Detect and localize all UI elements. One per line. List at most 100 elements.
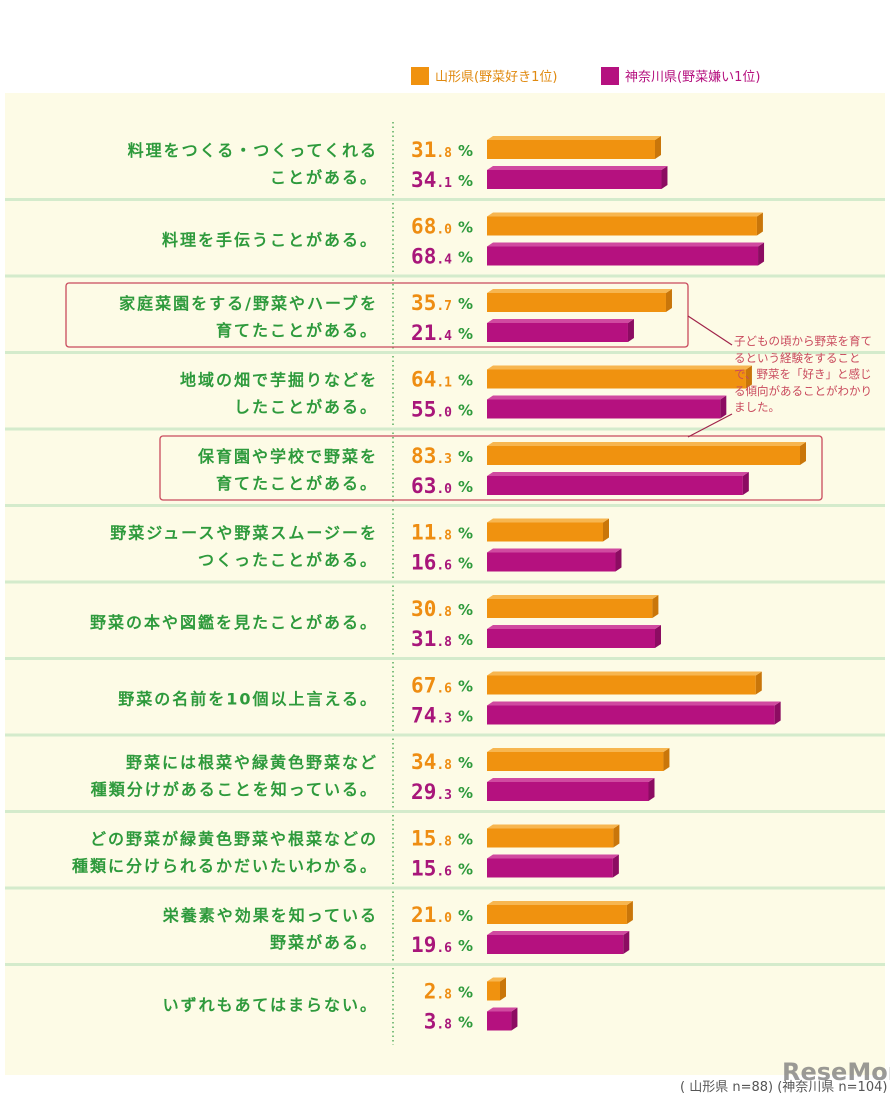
data-label: 83.3 <box>411 444 452 468</box>
bar-top <box>487 395 727 400</box>
bar-top <box>487 625 661 629</box>
bar-side <box>615 548 622 572</box>
bar-side <box>663 748 670 771</box>
category-label: 種類分けがあることを知っている。 <box>91 780 378 799</box>
bar-kanagawa <box>487 242 765 266</box>
bar-yamagata <box>487 289 672 312</box>
category-label: 保育園や学校で野菜を <box>197 447 378 466</box>
bar-front <box>487 828 614 848</box>
percent-sign: % <box>458 631 473 649</box>
bar-front <box>487 752 664 771</box>
bar-front <box>487 246 759 266</box>
bar-front <box>487 935 624 954</box>
bar-yamagata <box>487 901 633 924</box>
category-label: 料理をつくる・つくってくれる <box>128 141 378 160</box>
percent-sign: % <box>458 754 473 772</box>
category-label: ことがある。 <box>270 168 378 187</box>
sample-size-footer: ( 山形県 n=88) (神奈川県 n=104) <box>680 1080 888 1095</box>
percent-sign: % <box>458 678 473 696</box>
bar-side <box>655 136 661 159</box>
category-label: 地域の畑で芋掘りなどを <box>180 371 378 390</box>
bar-front <box>487 522 603 542</box>
bar-kanagawa <box>487 319 634 342</box>
percent-sign: % <box>458 984 473 1002</box>
bar-top <box>487 442 806 446</box>
bar-front <box>487 858 613 878</box>
bar-front <box>487 293 666 312</box>
legend-item-yamagata: 山形県(野菜好き1位) <box>411 66 557 85</box>
percent-sign: % <box>458 937 473 955</box>
bar-front <box>487 140 655 159</box>
bar-top <box>487 901 633 905</box>
data-label: 30.8 <box>411 597 452 621</box>
category-label: つくったことがある。 <box>198 551 378 570</box>
bar-top <box>487 977 506 982</box>
bar-kanagawa <box>487 701 781 725</box>
category-label: どの野菜が緑黄色野菜や根菜などの <box>90 830 378 849</box>
bar-side <box>720 395 727 419</box>
bar-side <box>755 671 762 695</box>
bar-side <box>655 625 661 648</box>
data-label: 67.6 <box>411 674 452 698</box>
percent-sign: % <box>458 142 473 160</box>
bar-kanagawa <box>487 395 727 419</box>
bar-top <box>487 1007 518 1012</box>
bar-front <box>487 476 743 495</box>
bar-top <box>487 824 620 829</box>
bar-side <box>652 595 659 618</box>
legend-swatch-magenta <box>601 66 619 85</box>
data-label: 11.8 <box>411 521 452 545</box>
percent-sign: % <box>458 861 473 879</box>
data-label: 31.8 <box>411 627 452 651</box>
watermark-logo: ReseMom <box>782 1058 890 1086</box>
bar-side <box>745 365 752 389</box>
legend-label: 神奈川県(野菜嫌い1位) <box>625 70 761 85</box>
legend-swatch-orange <box>411 66 429 85</box>
category-label: 野菜ジュースや野菜スムージーを <box>110 524 378 543</box>
bar-top <box>487 319 634 323</box>
category-label: したことがある。 <box>234 398 378 417</box>
percent-sign: % <box>458 448 473 466</box>
category-label: 野菜の本や図鑑を見たことがある。 <box>90 613 378 632</box>
legend-label: 山形県(野菜好き1位) <box>435 70 558 85</box>
percent-sign: % <box>458 478 473 496</box>
category-label: 野菜がある。 <box>270 933 378 952</box>
bar-front <box>487 981 500 1001</box>
bar-yamagata <box>487 365 752 389</box>
bar-front <box>487 369 746 389</box>
bar-kanagawa <box>487 931 630 954</box>
bar-side <box>742 472 749 495</box>
bar-front <box>487 905 627 924</box>
bar-side <box>623 931 630 954</box>
bar-front <box>487 599 653 618</box>
percent-sign: % <box>458 601 473 619</box>
data-label: 29.3 <box>411 780 452 804</box>
bar-front <box>487 782 649 801</box>
bar-top <box>487 518 609 523</box>
bar-side <box>800 442 806 465</box>
bar-side <box>661 166 668 189</box>
bar-side <box>511 1007 518 1031</box>
data-label: 21.4 <box>411 321 452 345</box>
percent-sign: % <box>458 325 473 343</box>
percent-sign: % <box>458 219 473 237</box>
legend-item-kanagawa: 神奈川県(野菜嫌い1位) <box>601 66 760 85</box>
bar-front <box>487 552 616 572</box>
percent-sign: % <box>458 831 473 849</box>
percent-sign: % <box>458 784 473 802</box>
data-label: 15.6 <box>411 857 452 881</box>
bar-yamagata <box>487 824 620 848</box>
bar-kanagawa <box>487 472 749 495</box>
bar-side <box>613 824 620 848</box>
bar-yamagata <box>487 442 806 465</box>
bar-yamagata <box>487 595 659 618</box>
data-label: 68.0 <box>411 215 452 239</box>
bar-top <box>487 778 655 782</box>
bar-yamagata <box>487 136 661 159</box>
bar-kanagawa <box>487 166 668 189</box>
bar-top <box>487 289 672 293</box>
category-label: 栄養素や効果を知っている <box>162 906 378 925</box>
data-label: 63.0 <box>411 474 452 498</box>
data-label: 35.7 <box>411 291 452 315</box>
